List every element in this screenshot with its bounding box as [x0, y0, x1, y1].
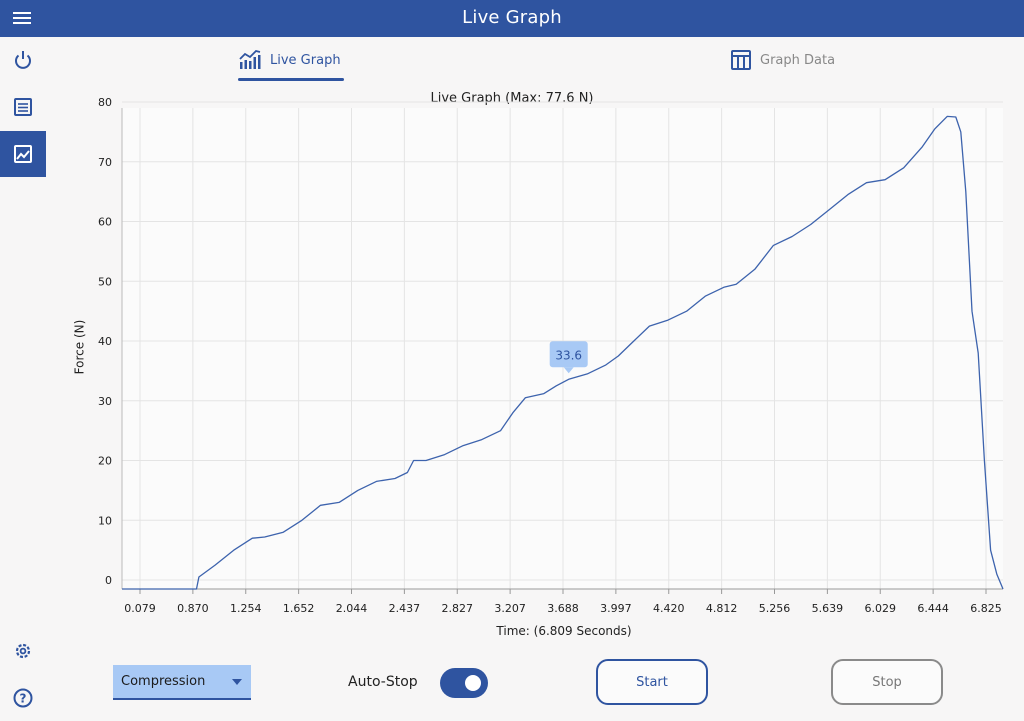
x-tick-label: 1.652 [283, 602, 315, 615]
tab-bar: Live Graph Graph Data [46, 37, 1024, 85]
x-tick-label: 2.827 [442, 602, 474, 615]
mode-select[interactable]: Compression [113, 665, 251, 700]
force-chart: 010203040506070800.079 0.870 1.254 1.652 2.0… [0, 0, 1024, 720]
tab-graph-data[interactable]: Graph Data [730, 37, 840, 83]
plot-area [122, 108, 1003, 589]
x-tick-label: 3.997 [600, 602, 632, 615]
y-tick-label: 0 [105, 574, 112, 587]
x-tick-label: 0.870 [177, 602, 209, 615]
app-title: Live Graph [0, 7, 1024, 28]
graph-icon [12, 143, 34, 165]
value-tooltip [550, 341, 588, 367]
y-tick-label: 20 [98, 455, 112, 468]
x-tick-label: 5.256 [759, 602, 791, 615]
sidebar-item-help[interactable]: ? [0, 675, 46, 721]
sidebar-item-power[interactable] [0, 37, 46, 83]
x-tick-label: 3.688 [547, 602, 579, 615]
live-graph-icon [238, 49, 262, 71]
value-tooltip-pointer [564, 367, 574, 373]
chart-title: Live Graph (Max: 77.6 N) [0, 91, 1024, 106]
mode-select-value: Compression [121, 674, 205, 689]
y-tick-label: 50 [98, 275, 112, 288]
x-tick-label: 0.079 [124, 602, 156, 615]
y-tick-label: 60 [98, 216, 112, 229]
force-series-line [122, 116, 1003, 589]
x-tick-label: 4.420 [653, 602, 685, 615]
tab-graph-data-label: Graph Data [760, 53, 835, 68]
active-tab-indicator [238, 78, 344, 81]
y-axis-label: Force (N) [72, 320, 86, 375]
gear-icon [12, 640, 34, 662]
x-tick-label: 4.812 [706, 602, 738, 615]
x-tick-label: 2.044 [336, 602, 368, 615]
value-tooltip-label: 33.6 [555, 348, 582, 362]
auto-stop-toggle[interactable] [440, 668, 488, 698]
chevron-down-icon [232, 679, 242, 685]
sidebar-item-graph[interactable] [0, 131, 46, 177]
tab-live-graph[interactable]: Live Graph [238, 37, 344, 83]
x-tick-label: 6.444 [917, 602, 949, 615]
start-button[interactable]: Start [596, 659, 708, 705]
x-tick-label: 1.254 [230, 602, 262, 615]
stop-button[interactable]: Stop [831, 659, 943, 705]
toggle-knob [465, 675, 481, 691]
x-tick-label: 6.825 [970, 602, 1002, 615]
sidebar: ? [0, 37, 46, 720]
x-tick-label: 6.029 [865, 602, 897, 615]
x-tick-label: 2.437 [389, 602, 421, 615]
help-icon: ? [12, 687, 34, 709]
x-tick-label: 5.639 [812, 602, 844, 615]
auto-stop-label: Auto-Stop [348, 674, 418, 690]
table-icon [730, 49, 752, 71]
y-tick-label: 10 [98, 514, 112, 527]
y-tick-label: 40 [98, 335, 112, 348]
y-tick-label: 70 [98, 156, 112, 169]
x-tick-label: 3.207 [494, 602, 526, 615]
app-bar: Live Graph [0, 0, 1024, 37]
y-tick-label: 30 [98, 395, 112, 408]
x-axis-label: Time: (6.809 Seconds) [0, 624, 1024, 638]
svg-text:?: ? [20, 692, 27, 706]
tab-live-graph-label: Live Graph [270, 53, 341, 68]
power-icon [12, 49, 34, 71]
